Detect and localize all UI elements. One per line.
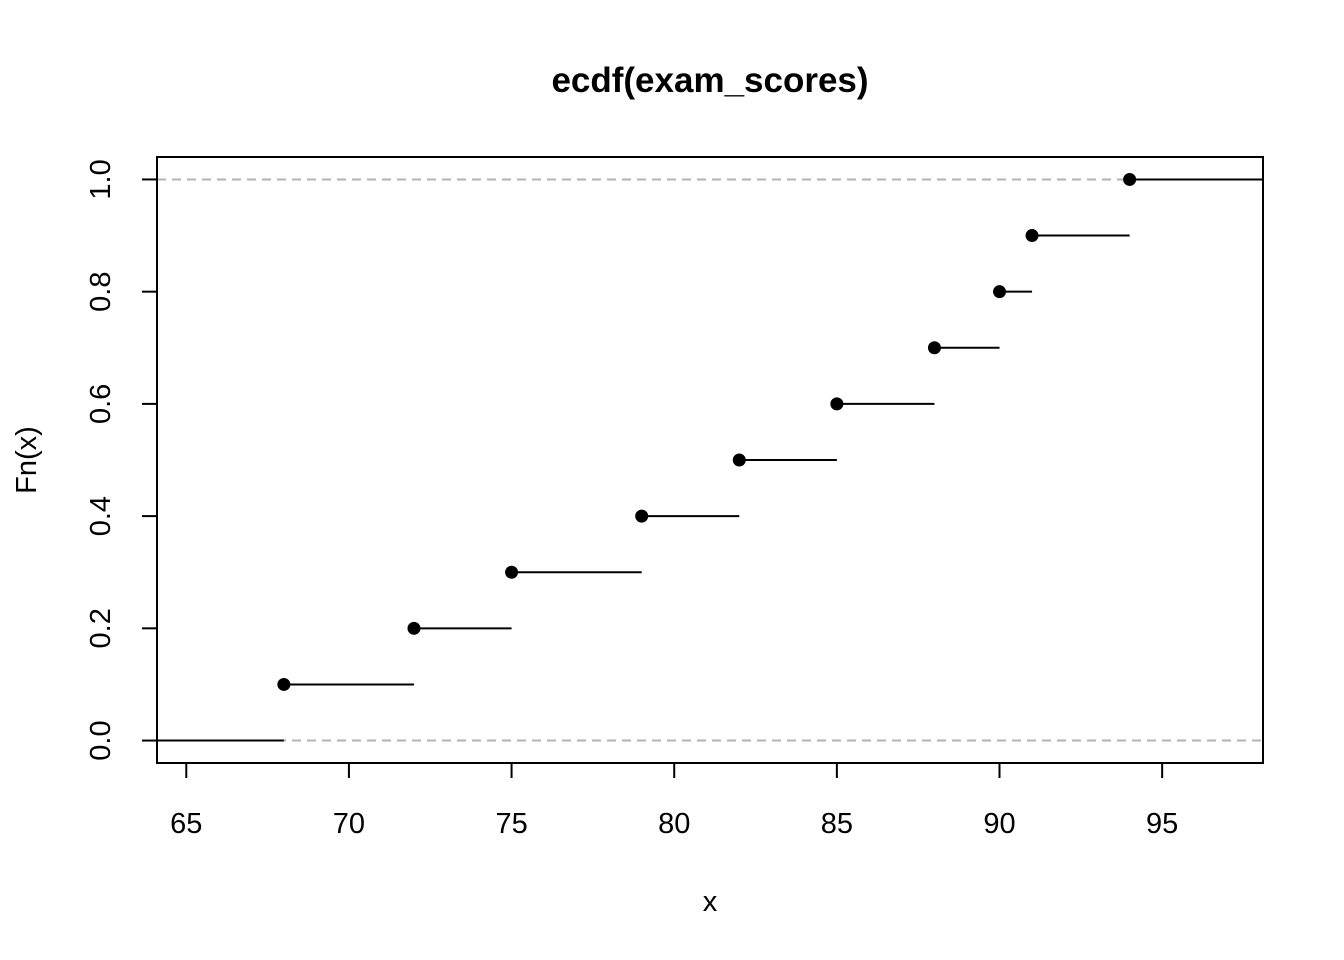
x-axis: 65 70 75 80 85 90 95 [170,762,1178,840]
data-point [732,453,746,467]
x-tick-label: 95 [1146,808,1178,840]
data-point [927,341,941,355]
reference-lines [157,178,1263,742]
x-axis-label: x [703,886,718,918]
data-points [277,172,1137,691]
y-tick-label: 0.8 [85,272,117,312]
x-tick-label: 65 [170,808,202,840]
data-point [277,677,291,691]
data-point [407,621,421,635]
data-point [830,397,844,411]
x-tick-label: 70 [333,808,365,840]
x-tick-label: 85 [821,808,853,840]
data-point [1123,172,1137,186]
step-segments [157,178,1263,742]
data-point [505,565,519,579]
chart-title: ecdf(exam_scores) [551,61,868,100]
y-tick-label: 0.0 [85,720,117,760]
y-tick-label: 0.2 [85,608,117,648]
x-tick-label: 80 [658,808,690,840]
y-axis: 0.0 0.2 0.4 0.6 0.8 1.0 [85,159,158,761]
y-tick-label: 0.6 [85,384,117,424]
x-tick-label: 75 [495,808,527,840]
plot-frame [156,156,1264,764]
data-point [1025,229,1039,243]
data-point [635,509,649,523]
y-axis-label: Fn(x) [11,426,43,494]
x-tick-label: 90 [983,808,1015,840]
y-tick-label: 0.4 [85,496,117,536]
y-tick-label: 1.0 [85,159,117,199]
data-point [993,285,1007,299]
